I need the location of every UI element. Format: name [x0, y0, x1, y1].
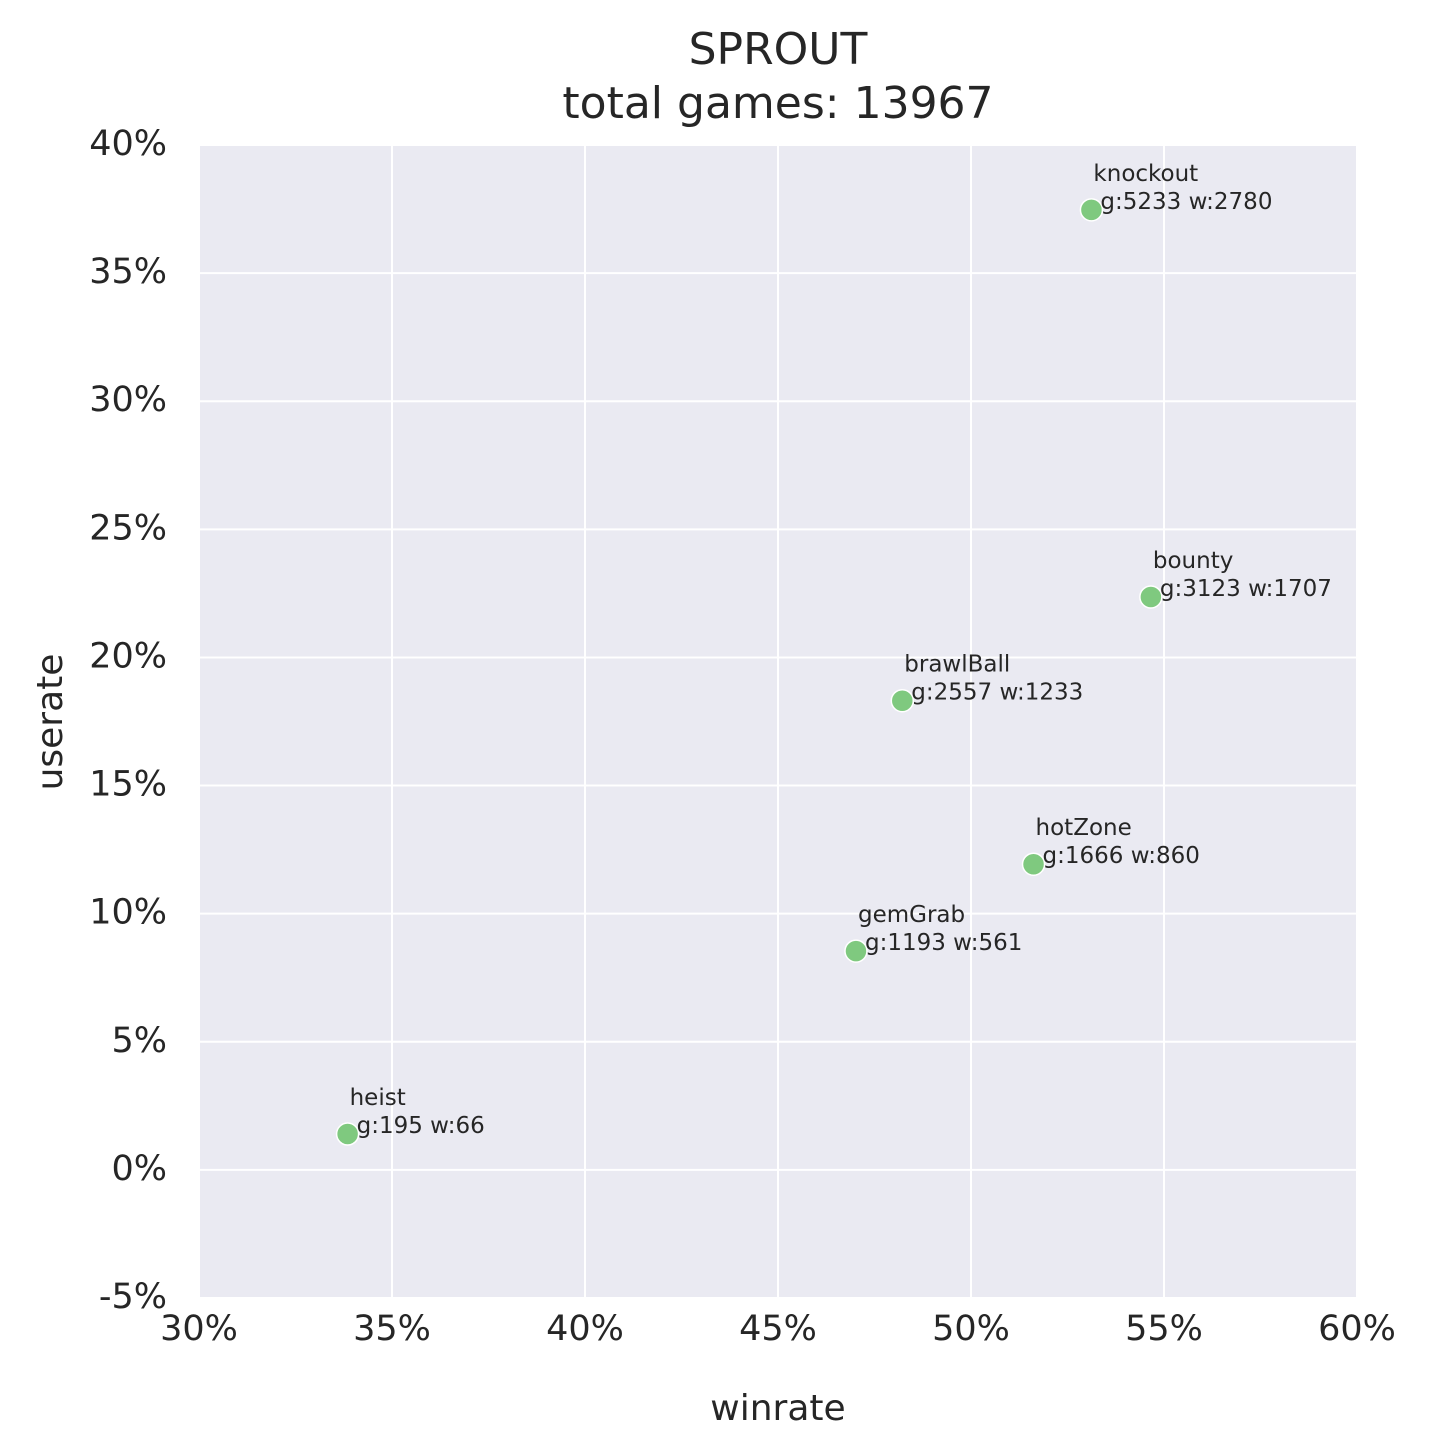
x-tick-label: 50%	[932, 1309, 1010, 1349]
y-tick-label: 25%	[89, 508, 167, 548]
data-point	[1021, 852, 1046, 876]
point-stats-label: g:3123 w:1707	[1160, 576, 1332, 602]
point-stats-label: g:2557 w:1233	[911, 680, 1083, 706]
tick-labels: 30% 35% 40% 45% 50% 55% 60% -5% 0% 5% 10% 15% 20% 25%…	[89, 124, 1396, 1349]
point-stats-label: g:195 w:66	[357, 1113, 485, 1139]
y-tick-label: 35%	[89, 252, 167, 292]
grid	[198, 144, 1358, 1299]
point-name-label: gemGrab	[858, 902, 965, 928]
x-axis-label: winrate	[710, 1388, 845, 1429]
point-name-label: bounty	[1153, 548, 1233, 574]
x-tick-label: 45%	[739, 1309, 817, 1349]
y-axis-label: userate	[30, 654, 71, 791]
y-tick-label: 40%	[89, 124, 167, 164]
data-point	[335, 1122, 360, 1146]
point-stats-label: g:1666 w:860	[1043, 843, 1200, 869]
y-tick-label: 5%	[111, 1021, 167, 1061]
point-name-label: heist	[350, 1085, 406, 1111]
chart-subtitle: total games: 13967	[562, 78, 993, 129]
point-name-label: hotZone	[1036, 815, 1132, 841]
y-tick-label: -5%	[99, 1277, 167, 1317]
data-point	[844, 939, 868, 963]
x-tick-label: 35%	[353, 1309, 431, 1349]
chart-title: SPROUT	[689, 24, 868, 75]
data-point	[890, 688, 915, 713]
y-tick-label: 0%	[111, 1149, 167, 1189]
data-point	[1079, 198, 1104, 222]
y-tick-label: 10%	[89, 893, 167, 933]
x-tick-label: 55%	[1125, 1309, 1203, 1349]
point-stats-label: g:5233 w:2780	[1100, 189, 1272, 215]
y-tick-label: 30%	[89, 380, 167, 420]
y-tick-label: 15%	[89, 765, 167, 805]
x-tick-label: 30%	[160, 1309, 238, 1349]
x-tick-label: 60%	[1318, 1309, 1396, 1349]
y-tick-label: 20%	[89, 636, 167, 676]
x-tick-label: 40%	[546, 1309, 624, 1349]
point-stats-label: g:1193 w:561	[865, 930, 1022, 956]
data-point	[1139, 585, 1163, 609]
point-name-label: brawlBall	[904, 652, 1010, 678]
point-name-label: knockout	[1093, 161, 1198, 187]
